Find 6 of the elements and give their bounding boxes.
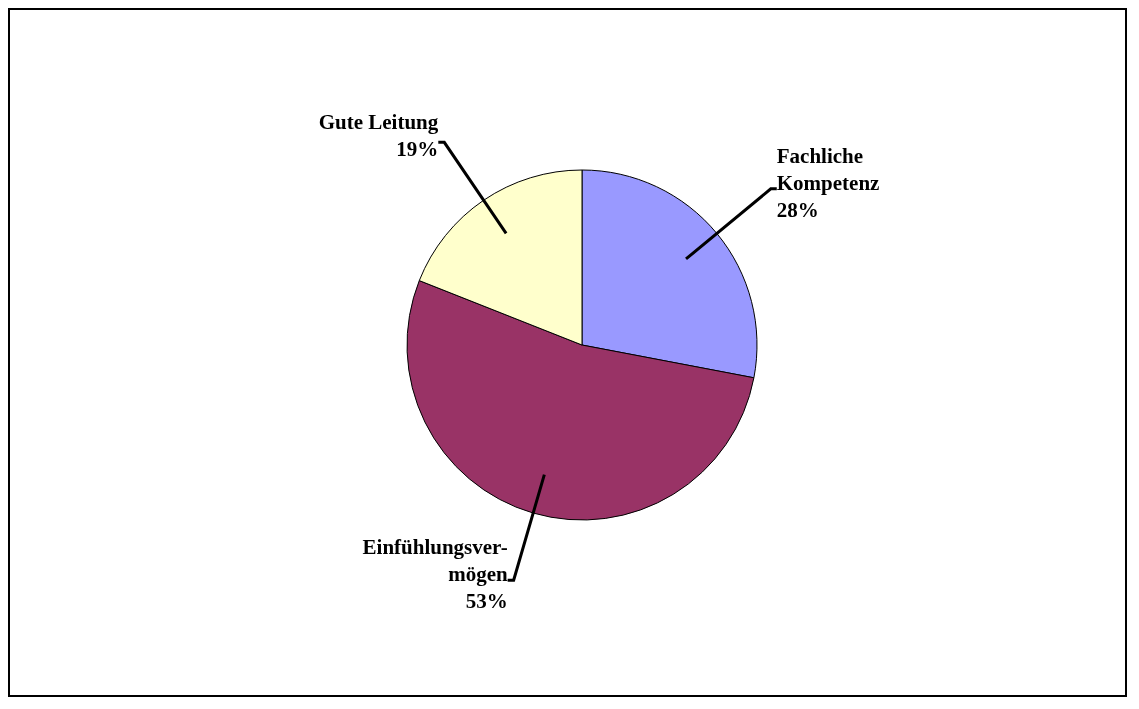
slice-label: Fachliche Kompetenz	[776, 143, 880, 195]
data-label: 28%	[776, 197, 819, 222]
data-label: 53%	[465, 589, 508, 614]
data-label: 19%	[396, 137, 439, 162]
slice-label: Einfühlungsver-mögen	[362, 535, 508, 587]
slice-label: Gute Leitung	[318, 110, 439, 135]
